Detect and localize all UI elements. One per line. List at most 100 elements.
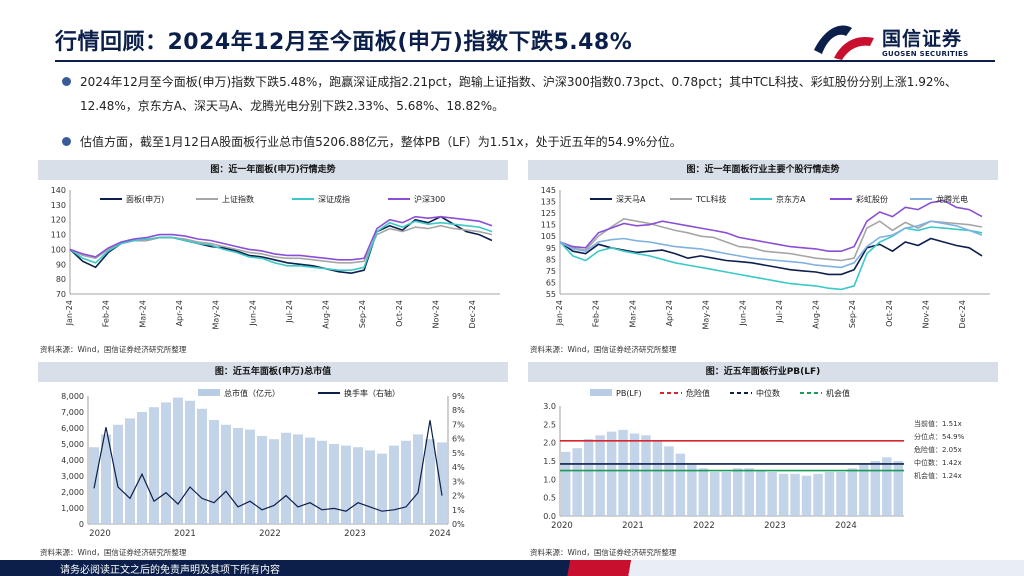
y-tick-label: 95 <box>546 244 556 253</box>
y-tick-label-right: 8% <box>452 406 465 415</box>
x-tick-label: May-24 <box>212 300 221 329</box>
market-cap-bar <box>293 434 303 524</box>
pb-bar <box>652 440 663 516</box>
y-tick-label: 140 <box>51 186 66 195</box>
legend-label: 危险值 <box>686 388 710 398</box>
x-tick-label: Sep-24 <box>358 300 367 328</box>
source-note: 资料来源：Wind，国信证券经济研究所整理 <box>40 548 187 557</box>
pb-bar <box>778 473 789 516</box>
source-note: 资料来源：Wind，国信证券经济研究所整理 <box>530 548 677 557</box>
y-tick-label: 80 <box>56 275 66 284</box>
market-cap-bar <box>437 442 447 524</box>
pb-bar <box>824 472 835 516</box>
pb-bar <box>687 464 697 516</box>
y-tick-label: 70 <box>56 290 66 299</box>
x-tick-label: Sep-24 <box>848 300 857 328</box>
x-tick-label: 2024 <box>835 521 857 531</box>
page-title: 行情回顾：2024年12月至今面板(申万)指数下跌5.48% <box>55 30 633 55</box>
pb-bar <box>664 446 674 516</box>
market-cap-bar <box>353 447 363 524</box>
market-cap-bar <box>317 440 327 524</box>
panel-title-stocks: 图：近一年面板行业主要个股行情走势 <box>528 160 998 180</box>
x-tick-label: Nov-24 <box>922 300 931 328</box>
pb-annotation: 分位点：54.9% <box>914 432 965 441</box>
pb-bar <box>629 433 640 516</box>
legend-label: 京东方A <box>776 194 806 204</box>
panel-title-pb: 图：近五年面板行业PB(LF) <box>528 362 998 382</box>
market-cap-bar <box>185 400 195 524</box>
y-tick-label: 75 <box>546 267 556 276</box>
y-tick-label: 125 <box>541 209 556 218</box>
y-tick-label: 120 <box>51 216 66 225</box>
chart-market-cap: 0 1,000 2,000 3,000 4,000 5,000 6,000 7,000 8,00… <box>61 388 465 539</box>
y-tick-label: 135 <box>541 198 556 207</box>
pb-bar <box>847 468 858 516</box>
x-tick-label: May-24 <box>702 300 711 329</box>
y-tick-label: 6,000 <box>61 424 84 433</box>
pb-bar <box>561 451 571 516</box>
pb-bar <box>606 431 617 516</box>
series-line <box>559 237 983 276</box>
y-tick-label: 55 <box>546 290 556 299</box>
guosen-logo-icon <box>814 25 874 60</box>
series-line <box>559 218 983 262</box>
footer-disclaimer: 请务必阅读正文之后的免责声明及其项下所有内容 <box>60 565 280 576</box>
x-tick-label: 2022 <box>693 521 715 531</box>
x-tick-label: Apr-24 <box>175 300 184 326</box>
y-tick-label: 0 <box>79 520 84 529</box>
y-tick-label: 145 <box>541 186 556 195</box>
market-cap-bar <box>149 407 159 524</box>
pb-bar <box>744 468 754 516</box>
panel-title-index: 图：近一年面板(申万)行情走势 <box>38 160 508 180</box>
series-line <box>559 226 983 291</box>
x-tick-label: Nov-24 <box>432 300 441 328</box>
y-tick-label: 4,000 <box>61 456 84 465</box>
y-tick-label: 7,000 <box>61 408 84 417</box>
market-cap-bar <box>233 428 243 524</box>
pb-bar <box>767 472 777 516</box>
market-cap-bar <box>329 444 339 524</box>
pb-annotation: 危险值：2.05x <box>914 445 962 454</box>
x-tick-label: Mar-24 <box>628 300 637 328</box>
logo-text-en: GUOSEN SECURITIES <box>882 50 969 58</box>
y-tick-label: 8,000 <box>61 392 84 401</box>
footer-stripe <box>560 560 1024 576</box>
bullet-performance: 2024年12月至今面板(申万)指数下跌5.48%，跑赢深证成指2.21pct，… <box>62 70 992 118</box>
y-tick-label: 5,000 <box>61 440 84 449</box>
market-cap-bar <box>173 397 183 524</box>
y-tick-label: 1,000 <box>61 504 84 513</box>
pb-bar <box>710 472 720 516</box>
pb-bar <box>755 470 766 516</box>
x-tick-label: Apr-24 <box>665 300 674 326</box>
legend-label: PB(LF) <box>616 389 642 398</box>
y-tick-label: 115 <box>541 221 556 230</box>
x-tick-label: 2021 <box>174 529 196 539</box>
market-cap-bar <box>341 445 351 524</box>
market-cap-bar <box>377 453 387 524</box>
y-tick-label: 2.0 <box>543 439 556 448</box>
series-line <box>69 220 493 271</box>
x-tick-label: 2020 <box>89 529 111 539</box>
legend-label: 中位数 <box>756 388 780 398</box>
legend-swatch <box>198 389 220 396</box>
market-cap-bar <box>305 437 315 524</box>
x-tick-label: Jun-24 <box>248 300 257 327</box>
y-tick-label: 3.0 <box>543 402 556 411</box>
pb-annotation: 中位数：1.42x <box>914 458 962 467</box>
y-tick-label: 1.5 <box>543 457 556 466</box>
legend-label: 上证指数 <box>222 194 254 204</box>
x-tick-label: 2024 <box>429 529 451 539</box>
x-tick-label: Feb-24 <box>102 300 111 327</box>
market-cap-bar <box>137 412 147 524</box>
pb-bar <box>813 473 823 516</box>
y-tick-label-right: 7% <box>452 420 465 429</box>
source-note: 资料来源：Wind，国信证券经济研究所整理 <box>40 345 187 354</box>
y-tick-label: 85 <box>546 255 556 264</box>
legend-label: 深证成指 <box>318 194 350 204</box>
x-tick-label: Dec-24 <box>958 300 967 329</box>
y-tick-label: 0.0 <box>543 512 556 521</box>
market-cap-bar <box>389 445 399 524</box>
market-cap-bar <box>101 434 111 524</box>
legend-label: 深天马A <box>616 195 646 204</box>
x-tick-label: 2023 <box>344 529 366 539</box>
